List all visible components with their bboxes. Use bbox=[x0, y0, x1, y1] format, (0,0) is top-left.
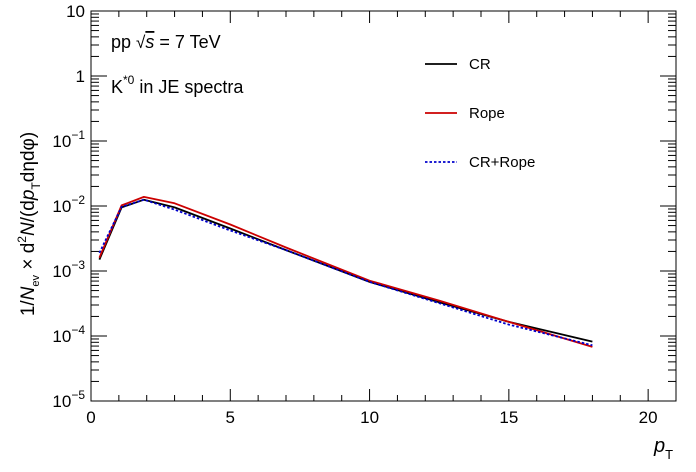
plot-area bbox=[90, 10, 677, 402]
y-tick-label: 10−4 bbox=[52, 323, 85, 346]
x-tick-label: 15 bbox=[499, 408, 518, 427]
y-tick-label: 10−3 bbox=[52, 258, 85, 281]
plot-frame bbox=[90, 10, 677, 402]
legend-label: CR bbox=[469, 56, 491, 73]
legend: CR Rope CR+Rope bbox=[425, 56, 535, 171]
annotation-line2: K*0 in JE spectra bbox=[111, 73, 244, 97]
y-axis-title: 1/Nev × d2N/(dpTdηdφ) bbox=[15, 132, 43, 316]
x-tick-label: 5 bbox=[226, 408, 235, 427]
y-tick-label: 10−2 bbox=[52, 193, 85, 216]
annotation-line1: pp √s = 7 TeV bbox=[111, 32, 221, 52]
annotation: pp √s = 7 TeV K*0 in JE spectra bbox=[111, 32, 244, 97]
x-tick-label: 0 bbox=[86, 408, 95, 427]
y-tick-label: 10−1 bbox=[52, 128, 85, 151]
series-layer bbox=[98, 195, 593, 348]
series-line-cr-rope bbox=[98, 198, 593, 347]
ticks: 0 5 10 15 20 10−5 10−4 10−3 10−2 10−1 1 10 bbox=[52, 2, 677, 427]
y-tick-label: 1 bbox=[76, 67, 85, 86]
y-tick-label: 10 bbox=[66, 2, 85, 21]
y-tick-label: 10−5 bbox=[52, 388, 85, 411]
x-axis-title: pT bbox=[653, 435, 673, 462]
x-tick-label: 20 bbox=[639, 408, 658, 427]
series-line-rope bbox=[98, 195, 593, 348]
x-tick-label: 10 bbox=[360, 408, 379, 427]
legend-label: Rope bbox=[469, 105, 505, 122]
legend-label: CR+Rope bbox=[469, 154, 535, 171]
